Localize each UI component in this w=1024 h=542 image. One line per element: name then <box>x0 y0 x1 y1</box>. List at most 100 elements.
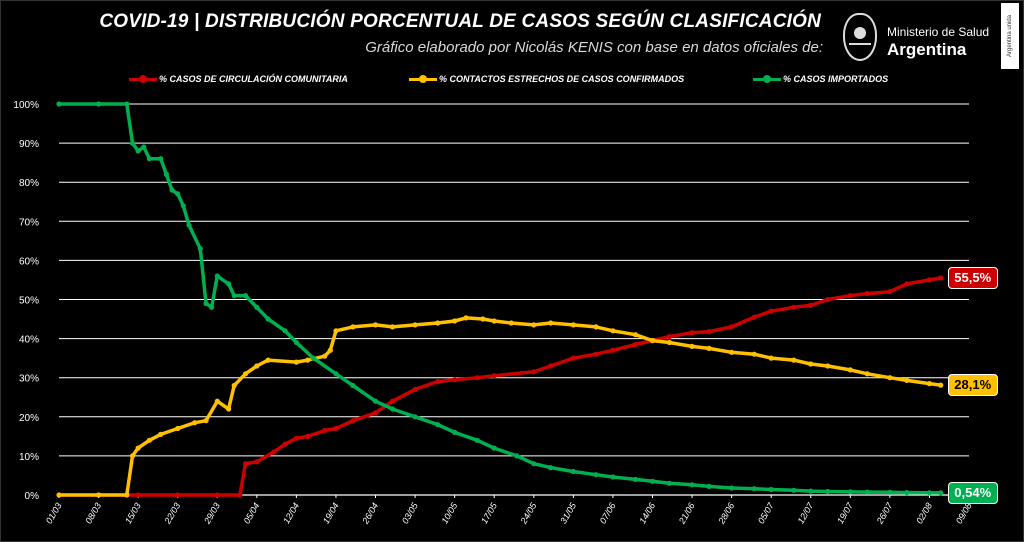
data-point-contactos <box>689 343 695 349</box>
chart-title: COVID-19 | DISTRIBUCIÓN PORCENTUAL DE CA… <box>99 11 821 32</box>
data-point-importados <box>610 474 616 480</box>
data-point-comunitaria <box>322 427 328 434</box>
x-tick-label: 15/03 <box>123 501 143 526</box>
data-point-comunitaria <box>531 369 537 375</box>
data-point-contactos <box>864 371 870 377</box>
data-point-contactos <box>548 320 554 326</box>
x-tick-label: 21/06 <box>676 501 696 526</box>
data-point-importados <box>887 489 893 495</box>
series-line-importados <box>57 102 943 495</box>
data-point-comunitaria <box>350 418 356 424</box>
data-point-importados <box>293 339 299 346</box>
legend-swatch-importados <box>753 74 781 83</box>
data-point-contactos <box>175 425 181 432</box>
data-point-contactos <box>938 382 944 388</box>
data-point-comunitaria <box>175 492 181 498</box>
data-point-importados <box>231 293 237 299</box>
data-point-importados <box>129 140 136 146</box>
data-point-contactos <box>265 357 271 363</box>
data-point-contactos <box>305 357 311 363</box>
data-point-importados <box>864 489 870 495</box>
data-point-comunitaria <box>305 433 311 439</box>
data-point-contactos <box>531 322 537 328</box>
legend-swatch-comunitaria <box>129 74 157 83</box>
x-tick-label: 29/03 <box>202 501 222 526</box>
legend-item-comunitaria: % CASOS DE CIRCULACIÓN COMUNITARIA <box>129 72 348 86</box>
data-point-importados <box>265 316 271 322</box>
data-point-comunitaria <box>293 435 299 441</box>
data-point-contactos <box>350 324 356 330</box>
data-point-contactos <box>463 315 469 321</box>
data-point-contactos <box>508 320 514 326</box>
data-point-importados <box>209 304 215 310</box>
data-point-contactos <box>808 361 814 367</box>
x-tick-label: 26/07 <box>874 500 895 526</box>
data-point-importados <box>593 472 599 478</box>
data-point-importados <box>372 398 379 404</box>
legend-item-contactos: % CONTACTOS ESTRECHOS DE CASOS CONFIRMAD… <box>409 72 684 86</box>
x-tick-label: 05/07 <box>756 500 776 525</box>
data-point-comunitaria <box>632 341 639 348</box>
data-point-comunitaria <box>452 377 458 383</box>
data-point-importados <box>310 355 316 361</box>
x-tick-label: 10/05 <box>439 500 459 525</box>
data-point-comunitaria <box>926 277 933 283</box>
data-point-contactos <box>327 347 333 353</box>
data-point-importados <box>197 246 203 252</box>
data-point-importados <box>180 203 186 209</box>
data-point-comunitaria <box>887 289 893 295</box>
data-point-contactos <box>610 328 616 334</box>
data-point-importados <box>350 382 356 389</box>
data-point-importados <box>186 222 192 228</box>
data-point-contactos <box>729 349 735 355</box>
x-tick-label: 19/07 <box>835 500 855 525</box>
data-point-comunitaria <box>491 373 497 379</box>
data-point-contactos <box>322 353 328 359</box>
data-point-comunitaria <box>864 291 870 297</box>
data-point-comunitaria <box>593 351 599 357</box>
data-point-comunitaria <box>825 296 831 303</box>
data-point-importados <box>254 304 260 310</box>
data-point-importados <box>282 328 288 334</box>
data-point-contactos <box>158 431 164 437</box>
logo-ministry-text: Ministerio de Salud <box>887 25 990 39</box>
data-point-contactos <box>904 377 910 383</box>
data-point-importados <box>926 490 933 496</box>
data-point-comunitaria <box>412 386 418 392</box>
data-point-importados <box>333 371 339 377</box>
data-point-contactos <box>129 453 136 459</box>
legend-label-contactos: % CONTACTOS ESTRECHOS DE CASOS CONFIRMAD… <box>439 74 685 84</box>
logo-country-text: Argentina <box>887 40 967 59</box>
data-point-comunitaria <box>389 398 396 404</box>
data-point-comunitaria <box>242 461 249 467</box>
x-tick-label: 12/04 <box>281 501 301 526</box>
data-point-contactos <box>242 371 249 377</box>
data-point-comunitaria <box>904 281 910 287</box>
data-point-contactos <box>452 318 458 324</box>
x-tick-label: 17/05 <box>479 500 499 525</box>
x-tick-label: 26/04 <box>360 501 380 526</box>
data-point-importados <box>904 490 910 496</box>
data-point-importados <box>729 485 735 491</box>
x-tick-label: 28/06 <box>716 501 736 526</box>
data-point-importados <box>938 490 944 496</box>
data-point-importados <box>514 453 520 459</box>
data-point-contactos <box>768 355 774 361</box>
legend-label-comunitaria: % CASOS DE CIRCULACIÓN COMUNITARIA <box>159 74 348 84</box>
data-point-contactos <box>135 445 141 451</box>
data-point-comunitaria <box>548 363 554 369</box>
data-point-importados <box>146 156 152 162</box>
data-point-comunitaria <box>372 410 379 416</box>
data-point-contactos <box>570 322 576 328</box>
data-point-importados <box>649 478 656 484</box>
data-point-importados <box>226 281 232 287</box>
data-point-importados <box>389 406 396 412</box>
y-tick-label: 70% <box>19 217 39 228</box>
data-point-importados <box>203 300 209 306</box>
x-tick-label: 31/05 <box>558 500 578 525</box>
x-tick-label: 12/07 <box>796 500 816 525</box>
data-point-importados <box>706 483 712 489</box>
y-tick-label: 10% <box>19 452 39 463</box>
data-point-contactos <box>203 418 209 424</box>
